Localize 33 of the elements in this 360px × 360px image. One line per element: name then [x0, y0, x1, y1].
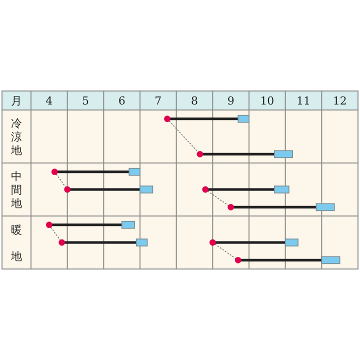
- x-axis-title: 月: [11, 94, 22, 108]
- category-label: 暖地: [11, 223, 22, 263]
- bar: [136, 238, 148, 246]
- bar: [140, 186, 154, 194]
- y-tick-label: 冷涼地: [10, 117, 22, 157]
- x-tick-label: 9: [227, 94, 234, 108]
- point: [228, 204, 234, 210]
- x-tick-label: 11: [296, 94, 310, 108]
- x-tick-label: 4: [46, 94, 53, 108]
- bar: [321, 256, 340, 264]
- bar: [274, 186, 290, 194]
- bar: [316, 203, 335, 212]
- point: [46, 222, 52, 228]
- point: [58, 239, 66, 246]
- x-tick-label: 6: [118, 94, 126, 108]
- bar: [284, 238, 298, 246]
- point: [202, 186, 209, 193]
- bar: [128, 168, 140, 176]
- y-tick-label: 中間地: [10, 170, 22, 210]
- bar: [238, 114, 250, 123]
- point: [196, 150, 204, 158]
- x-tick-label: 8: [191, 94, 198, 108]
- x-tick-label: 5: [82, 94, 89, 108]
- point: [209, 239, 216, 246]
- bar: [274, 150, 293, 158]
- point: [234, 256, 242, 264]
- point: [51, 168, 58, 176]
- point: [64, 186, 71, 193]
- x-tick-label: 12: [332, 94, 347, 108]
- point: [164, 116, 170, 122]
- x-tick-label: 10: [260, 94, 274, 108]
- x-tick-label: 7: [154, 94, 162, 108]
- bar: [121, 220, 135, 229]
